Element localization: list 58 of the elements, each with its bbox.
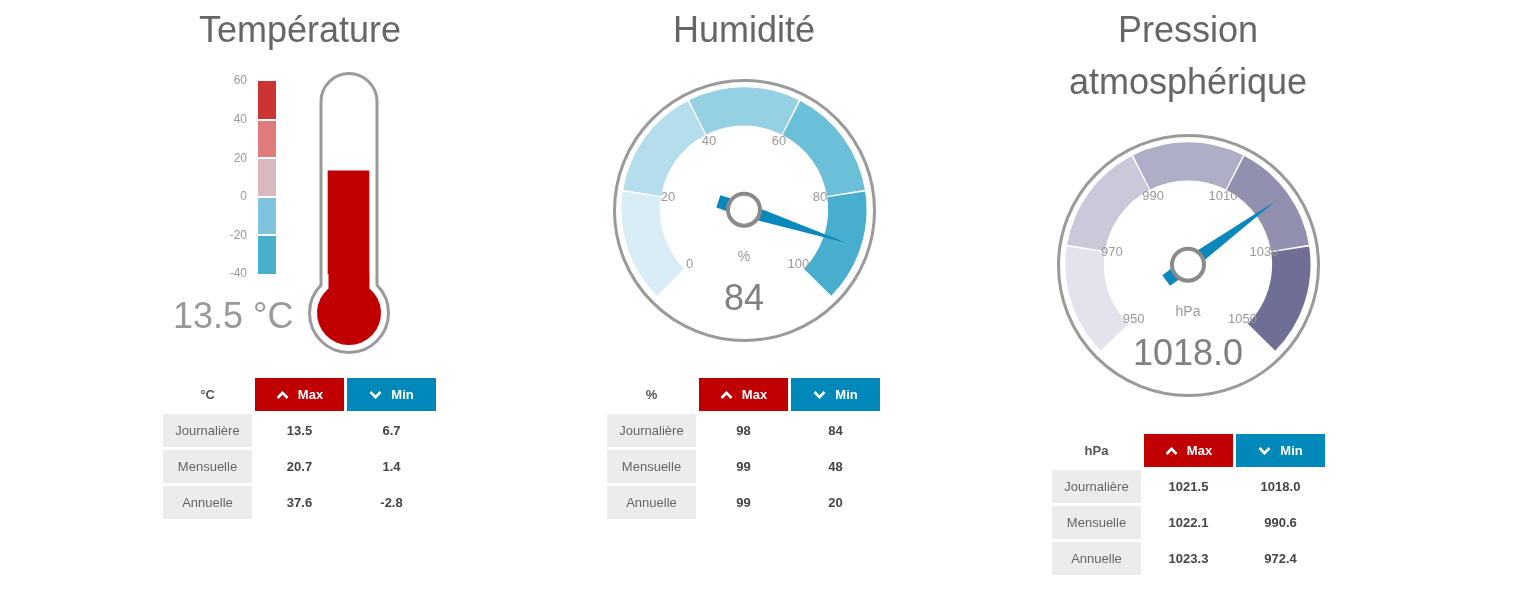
slice-label: 60: [771, 132, 787, 148]
text: 13.5 °C: [173, 295, 294, 336]
x-tick-label: Min: [391, 387, 414, 402]
y-tick-label: Annuelle: [607, 486, 696, 519]
y-tick-label: Mensuelle: [1052, 506, 1141, 539]
data-label: 6.7: [381, 422, 402, 440]
y-tick-label: 20: [233, 150, 248, 165]
data-label: -2.8: [379, 494, 404, 512]
y-tick-label: Journalière: [607, 414, 696, 447]
data-label: 990.6: [1263, 514, 1298, 532]
data-label: 1023.3: [1167, 550, 1210, 568]
text: hPa: [1175, 302, 1201, 319]
x-tick-label: Min: [1280, 443, 1303, 458]
chart-title: Humidité: [672, 9, 816, 50]
slice-label: 970: [1101, 244, 1123, 260]
slice-label: 950: [1122, 311, 1145, 327]
y-tick-label: 60: [233, 73, 248, 88]
x-tick-label: Min: [835, 387, 858, 402]
data-label: 972.4: [1263, 550, 1298, 568]
y-tick-label: Annuelle: [1052, 542, 1141, 575]
y-tick-label: -40: [229, 266, 248, 281]
slice-label: 20: [660, 189, 676, 205]
data-label: 20: [827, 494, 844, 512]
data-label: 1022.1: [1167, 514, 1210, 532]
y-tick-label: 0: [240, 189, 248, 204]
slice-label: 990: [1142, 187, 1164, 203]
data-label: 1018.0: [1259, 478, 1302, 496]
slice-label: 40: [701, 132, 717, 148]
data-label: 99: [735, 458, 752, 476]
chart-title: Pression atmosphérique: [1068, 9, 1308, 102]
data-label: 99: [735, 494, 752, 512]
x-tick-label: Max: [297, 387, 324, 402]
data-label: 1021.5: [1167, 478, 1210, 496]
y-tick-label: Annuelle: [163, 486, 252, 519]
x-tick-label: Max: [1186, 443, 1213, 458]
data-label: 13.5: [285, 422, 314, 440]
data-label: 98: [735, 422, 752, 440]
chart-title: hPa: [1083, 442, 1110, 460]
y-tick-label: Journalière: [163, 414, 252, 447]
chart-title: Température: [198, 9, 402, 50]
x-tick-label: Max: [741, 387, 768, 402]
data-label: 20.7: [285, 458, 314, 476]
text: 1018.0: [1132, 331, 1244, 373]
chart-title: %: [644, 386, 659, 404]
text: 84: [723, 276, 765, 318]
chart-title: °C: [199, 386, 216, 404]
y-tick-label: Mensuelle: [163, 450, 252, 483]
y-tick-label: 40: [233, 111, 248, 126]
y-tick-label: Mensuelle: [607, 450, 696, 483]
data-label: 48: [827, 458, 844, 476]
text: 100: [787, 256, 810, 272]
slice-label: 80: [812, 189, 828, 205]
data-label: 84: [827, 422, 844, 440]
data-label: 37.6: [285, 494, 314, 512]
y-tick-label: -20: [229, 227, 248, 242]
data-label: 1.4: [381, 458, 402, 476]
y-tick-label: Journalière: [1052, 470, 1141, 503]
text: %: [737, 247, 751, 264]
